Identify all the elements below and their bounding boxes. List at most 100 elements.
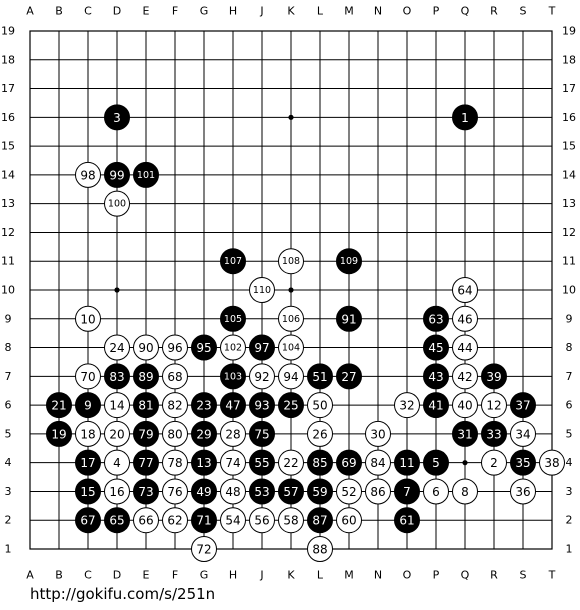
row-label: 7 [566, 370, 573, 383]
column-label: L [317, 569, 324, 582]
move-number: 13 [196, 456, 211, 470]
move-number: 41 [428, 399, 443, 413]
column-label: T [548, 5, 556, 18]
move-number: 53 [254, 485, 269, 499]
column-label: E [143, 569, 150, 582]
row-label: 19 [1, 25, 15, 38]
move-number: 66 [138, 514, 153, 528]
black-stone [452, 104, 478, 131]
black-stone [336, 248, 362, 275]
move-number: 40 [457, 399, 472, 413]
column-label: C [84, 569, 92, 582]
black-stone [510, 392, 536, 419]
black-stone [307, 449, 333, 476]
move-number: 26 [312, 427, 327, 441]
column-label: O [403, 569, 412, 582]
column-label: M [344, 5, 354, 18]
star-point [462, 460, 468, 466]
column-label: D [113, 5, 121, 18]
row-label: 10 [1, 284, 15, 297]
black-stone [278, 392, 304, 419]
row-label: 5 [566, 427, 573, 440]
move-number: 37 [515, 399, 530, 413]
move-number: 20 [109, 427, 124, 441]
black-stone [394, 507, 420, 534]
white-stone [249, 507, 275, 534]
move-number: 78 [167, 456, 182, 470]
column-label: P [433, 5, 440, 18]
move-number: 31 [457, 427, 472, 441]
move-number: 57 [283, 485, 298, 499]
move-number: 71 [196, 514, 211, 528]
white-stone [307, 536, 333, 562]
black-stone [133, 363, 159, 390]
move-number: 56 [254, 514, 269, 528]
column-label: H [229, 569, 237, 582]
black-stone [75, 507, 101, 534]
move-number: 9 [84, 399, 92, 413]
move-number: 106 [282, 314, 300, 325]
move-number: 94 [283, 370, 298, 384]
column-label: Q [461, 5, 470, 18]
black-stone [104, 507, 130, 534]
column-label: N [374, 569, 382, 582]
column-label: B [55, 5, 63, 18]
column-label: J [259, 569, 263, 582]
move-number: 83 [109, 370, 124, 384]
white-stone [278, 248, 304, 275]
move-number: 52 [341, 485, 356, 499]
move-number: 55 [254, 456, 269, 470]
black-stone [336, 305, 362, 332]
black-stone [278, 478, 304, 505]
row-label: 14 [1, 168, 15, 181]
move-number: 64 [457, 284, 472, 298]
row-label: 2 [566, 514, 573, 527]
black-stone [423, 334, 449, 361]
move-number: 43 [428, 370, 443, 384]
move-number: 42 [457, 370, 472, 384]
move-number: 28 [225, 427, 240, 441]
move-number: 82 [167, 399, 182, 413]
row-label: 4 [566, 456, 573, 469]
black-stone [481, 363, 507, 390]
move-number: 35 [515, 456, 530, 470]
move-number: 18 [80, 427, 95, 441]
white-stone [191, 536, 217, 562]
row-label: 9 [566, 312, 573, 325]
move-number: 30 [370, 427, 385, 441]
move-number: 74 [225, 456, 240, 470]
row-label: 2 [5, 514, 12, 527]
move-number: 36 [515, 485, 530, 499]
row-label: 1 [566, 543, 573, 556]
white-stone [162, 449, 188, 476]
move-number: 10 [80, 312, 95, 326]
move-number: 110 [253, 285, 271, 296]
coordinates: AABBCCDDEEFFGGHHJJKKLLMMNNOOPPQQRRSSTT19… [1, 5, 576, 582]
black-stone [249, 478, 275, 505]
move-number: 24 [109, 341, 124, 355]
star-point [288, 114, 294, 120]
white-stone [104, 478, 130, 505]
move-number: 107 [224, 256, 242, 267]
column-label: E [143, 5, 150, 18]
move-number: 51 [312, 370, 327, 384]
move-number: 29 [196, 427, 211, 441]
white-stone [162, 507, 188, 534]
move-number: 58 [283, 514, 298, 528]
move-number: 49 [196, 485, 211, 499]
move-number: 3 [113, 111, 121, 125]
row-label: 15 [1, 140, 15, 153]
row-label: 8 [566, 341, 573, 354]
row-label: 15 [562, 140, 576, 153]
move-number: 91 [341, 312, 356, 326]
move-number: 95 [196, 341, 211, 355]
column-label: G [200, 5, 209, 18]
black-stone [133, 449, 159, 476]
white-stone [75, 420, 101, 447]
black-stone [191, 478, 217, 505]
black-stone [191, 449, 217, 476]
white-stone [539, 449, 565, 476]
move-number: 84 [370, 456, 385, 470]
